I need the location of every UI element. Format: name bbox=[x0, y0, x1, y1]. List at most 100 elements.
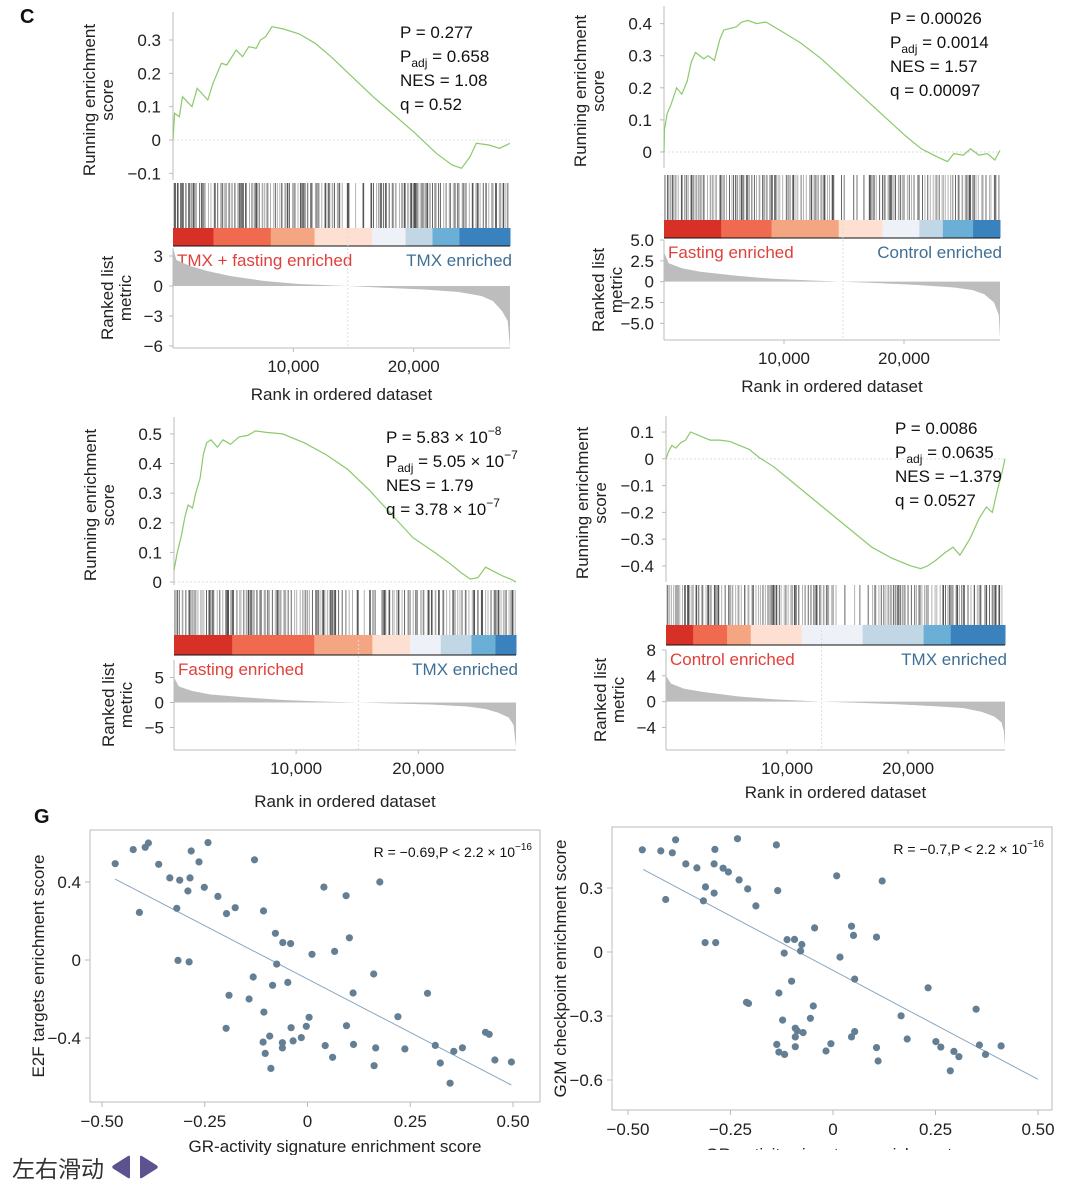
data-point bbox=[266, 1032, 274, 1040]
x-tick-label: −0.25 bbox=[183, 1112, 226, 1131]
y-tick-label: −0.4 bbox=[47, 1029, 81, 1048]
y-axis-title: G2M checkpoint enrichment score bbox=[551, 840, 570, 1098]
es-y-tick-label: 0 bbox=[645, 450, 654, 469]
es-axis-title-line: Running enrichment bbox=[81, 429, 100, 581]
data-point bbox=[932, 1038, 940, 1046]
stat-key: q bbox=[890, 81, 899, 100]
data-point bbox=[773, 1040, 781, 1048]
metric-y-tick-label: 0 bbox=[645, 273, 654, 292]
data-point bbox=[174, 956, 182, 964]
data-point bbox=[349, 989, 357, 997]
data-point bbox=[287, 1024, 295, 1032]
x-axis-title: GR-activity signature enrichment score bbox=[189, 1137, 482, 1155]
es-y-tick-label: 0.2 bbox=[137, 64, 161, 83]
data-point bbox=[793, 1027, 801, 1035]
x-tick-label: 0 bbox=[303, 1112, 312, 1131]
stat-line: P = 5.83 × 10−8 bbox=[386, 424, 502, 447]
data-point bbox=[851, 975, 859, 983]
x-tick-label: 0.25 bbox=[919, 1120, 952, 1139]
data-point bbox=[811, 924, 819, 932]
data-point bbox=[710, 860, 718, 868]
data-point bbox=[345, 934, 353, 942]
data-point bbox=[135, 908, 143, 916]
stat-line: q = 3.78 × 10−7 bbox=[386, 496, 500, 519]
data-point bbox=[950, 1047, 958, 1055]
rank-heat-segment bbox=[459, 228, 511, 246]
stat-key: NES bbox=[400, 71, 435, 90]
rank-heat-segment bbox=[942, 220, 974, 238]
data-point bbox=[668, 849, 676, 857]
data-point bbox=[735, 876, 743, 884]
data-point bbox=[806, 1014, 814, 1022]
es-axis-title-line: score bbox=[99, 484, 118, 526]
data-point bbox=[781, 1050, 789, 1058]
data-point bbox=[744, 885, 752, 893]
rank-heat-segment bbox=[838, 220, 883, 238]
rank-heat-segment bbox=[270, 228, 316, 246]
data-point bbox=[849, 931, 858, 939]
stat-subscript: adj bbox=[906, 452, 922, 466]
stat-key: q bbox=[386, 500, 395, 519]
data-point bbox=[772, 841, 780, 849]
gene-hit-bars bbox=[666, 585, 1003, 625]
y-axis-title: E2F targets enrichment score bbox=[29, 855, 48, 1078]
left-enriched-label: Fasting enriched bbox=[668, 243, 794, 262]
metric-y-tick-label: 0 bbox=[647, 693, 656, 712]
triangle-left-icon[interactable] bbox=[110, 1154, 132, 1180]
metric-axis-title-line: Ranked list bbox=[99, 663, 118, 747]
data-point bbox=[214, 892, 222, 900]
rank-heat-segment bbox=[314, 228, 373, 246]
data-point bbox=[370, 970, 378, 978]
data-point bbox=[176, 876, 184, 884]
rank-heat-segment bbox=[882, 220, 920, 238]
metric-y-tick-label: −6 bbox=[144, 337, 163, 356]
right-enriched-label: TMX enriched bbox=[412, 660, 518, 679]
es-y-tick-label: 0.4 bbox=[138, 455, 162, 474]
data-point bbox=[744, 999, 753, 1007]
data-point bbox=[981, 1050, 990, 1058]
data-point bbox=[260, 1008, 268, 1016]
metric-axis-title: Ranked listmetric bbox=[589, 248, 626, 332]
data-point bbox=[693, 864, 701, 872]
metric-y-tick-label: 5.0 bbox=[630, 231, 654, 250]
data-point bbox=[827, 1040, 835, 1048]
stat-subscript: adj bbox=[397, 461, 413, 475]
stat-line: P = 0.277 bbox=[400, 23, 473, 42]
es-y-tick-label: −0.2 bbox=[620, 503, 654, 522]
data-point bbox=[897, 1012, 905, 1020]
rank-heat-segment bbox=[371, 228, 407, 246]
data-point bbox=[186, 874, 194, 882]
rank-heat-segment bbox=[440, 635, 473, 655]
data-point bbox=[851, 1028, 859, 1036]
data-point bbox=[431, 1041, 439, 1049]
panel-label-c: C bbox=[20, 6, 35, 28]
es-axis-title: Running enrichmentscore bbox=[81, 429, 118, 581]
metric-y-tick-label: 2.5 bbox=[630, 252, 654, 271]
data-point bbox=[329, 1053, 337, 1061]
stat-key: q bbox=[895, 491, 904, 510]
running-es-curve bbox=[665, 431, 1006, 570]
es-axis-title: Running enrichmentscore bbox=[573, 427, 610, 579]
gsea-plot-control-vs-tmx: Running enrichmentscore 0.1 0 −0.1 −0.2 −0.3 −… bbox=[573, 416, 1007, 802]
metric-y-tick-label: −3 bbox=[144, 307, 163, 326]
rank-x-tick-label: 20,000 bbox=[388, 357, 440, 376]
metric-axis-title-line: metric bbox=[609, 676, 628, 723]
y-tick-label: 0.4 bbox=[57, 873, 81, 892]
rank-heat-segment bbox=[721, 220, 773, 238]
data-point bbox=[394, 1013, 402, 1021]
metric-axis-title-line: metric bbox=[117, 681, 136, 728]
es-y-tick-label: 0.1 bbox=[137, 98, 161, 117]
rank-x-axis-title: Rank in ordered dataset bbox=[741, 377, 923, 396]
data-point bbox=[289, 1037, 297, 1045]
data-point bbox=[903, 1035, 911, 1043]
data-point bbox=[719, 864, 727, 872]
stat-exponent: −7 bbox=[486, 496, 500, 510]
rank-x-axis-title: Rank in ordered dataset bbox=[745, 783, 927, 802]
right-enriched-label: Control enriched bbox=[877, 243, 1002, 262]
data-point bbox=[701, 883, 710, 891]
metric-y-tick-label: 4 bbox=[647, 667, 656, 686]
stat-value: = 1.79 bbox=[421, 476, 473, 495]
triangle-right-icon[interactable] bbox=[138, 1154, 160, 1180]
data-point bbox=[267, 1064, 275, 1072]
stat-line: Padj = 5.05 × 10−7 bbox=[386, 448, 518, 475]
